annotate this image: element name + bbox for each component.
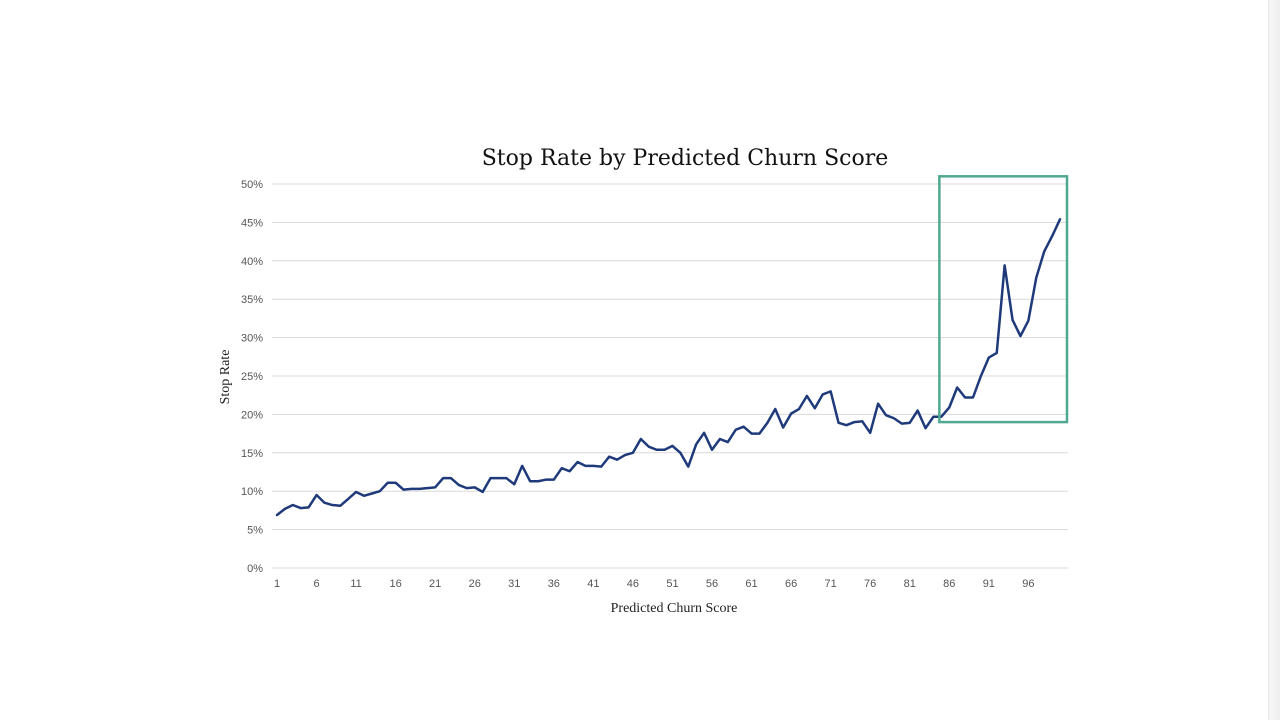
y-tick-label: 0% bbox=[247, 563, 263, 575]
series-line-stop-rate bbox=[275, 218, 1062, 517]
chart-title: Stop Rate by Predicted Churn Score bbox=[482, 146, 889, 171]
x-tick-label: 6 bbox=[313, 578, 319, 590]
x-tick-label: 61 bbox=[745, 578, 757, 590]
y-tick-label: 10% bbox=[241, 486, 263, 498]
x-axis-ticks: 1 6 11 16 21 26 31 36 41 46 51 56 61 66 71 76 81 86 91 96 bbox=[274, 578, 1035, 590]
y-tick-label: 20% bbox=[241, 409, 263, 421]
x-tick-label: 1 bbox=[274, 578, 280, 590]
x-tick-label: 71 bbox=[825, 578, 837, 590]
x-tick-label: 76 bbox=[864, 578, 876, 590]
y-tick-label: 15% bbox=[241, 448, 263, 460]
y-tick-label: 50% bbox=[241, 179, 263, 191]
x-tick-label: 41 bbox=[587, 578, 599, 590]
y-tick-label: 35% bbox=[241, 294, 263, 306]
x-tick-label: 51 bbox=[666, 578, 678, 590]
slide-edge bbox=[1268, 0, 1280, 720]
y-tick-label: 25% bbox=[241, 371, 263, 383]
x-tick-label: 36 bbox=[548, 578, 560, 590]
x-tick-label: 11 bbox=[350, 578, 361, 590]
y-tick-label: 5% bbox=[247, 525, 263, 537]
x-tick-label: 26 bbox=[469, 578, 481, 590]
x-tick-label: 21 bbox=[429, 578, 441, 590]
x-tick-label: 31 bbox=[508, 578, 520, 590]
x-tick-label: 91 bbox=[983, 578, 995, 590]
x-tick-label: 96 bbox=[1022, 578, 1034, 590]
x-tick-label: 56 bbox=[706, 578, 718, 590]
y-axis-title: Stop Rate bbox=[218, 350, 233, 405]
x-axis-title: Predicted Churn Score bbox=[611, 601, 738, 616]
x-tick-label: 66 bbox=[785, 578, 797, 590]
highlight-box bbox=[938, 175, 1069, 424]
y-axis-ticks: 0% 5% 10% 15% 20% 25% 30% 35% 40% 45% 50% bbox=[241, 179, 263, 575]
y-tick-label: 40% bbox=[241, 256, 263, 268]
x-tick-label: 81 bbox=[904, 578, 916, 590]
x-tick-label: 46 bbox=[627, 578, 639, 590]
gridlines bbox=[272, 183, 1068, 569]
x-tick-label: 86 bbox=[943, 578, 955, 590]
x-tick-label: 16 bbox=[390, 578, 402, 590]
y-tick-label: 45% bbox=[241, 217, 263, 229]
y-tick-label: 30% bbox=[241, 333, 263, 345]
